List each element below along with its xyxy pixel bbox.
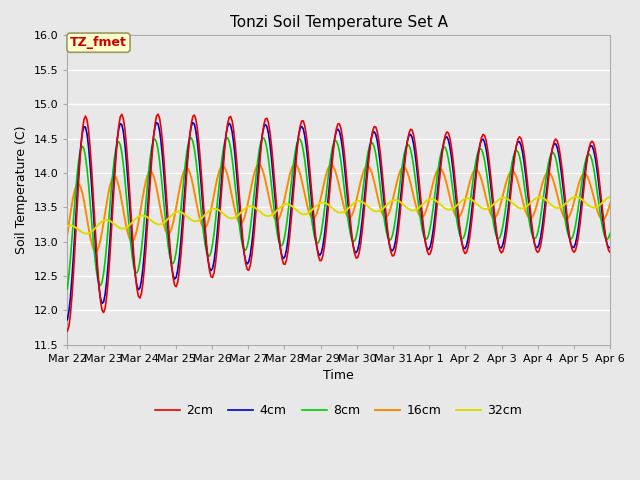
2cm: [254, 183, 262, 189]
2cm: [606, 249, 614, 255]
4cm: [63, 317, 71, 323]
16cm: [245, 196, 253, 202]
16cm: [63, 232, 71, 238]
32cm: [606, 194, 614, 200]
8cm: [63, 286, 71, 292]
8cm: [227, 145, 234, 151]
2cm: [245, 267, 253, 273]
8cm: [245, 236, 253, 242]
Title: Tonzi Soil Temperature Set A: Tonzi Soil Temperature Set A: [230, 15, 448, 30]
8cm: [130, 264, 138, 270]
32cm: [245, 204, 253, 209]
8cm: [606, 230, 614, 236]
32cm: [83, 231, 91, 237]
16cm: [606, 201, 614, 206]
4cm: [153, 120, 161, 125]
32cm: [227, 216, 234, 221]
2cm: [227, 114, 234, 120]
8cm: [577, 182, 585, 188]
8cm: [302, 169, 310, 175]
32cm: [577, 196, 585, 202]
2cm: [302, 132, 310, 137]
2cm: [130, 253, 138, 259]
8cm: [224, 135, 232, 141]
16cm: [92, 249, 100, 254]
Text: TZ_fmet: TZ_fmet: [70, 36, 127, 49]
4cm: [606, 244, 614, 250]
8cm: [254, 157, 262, 163]
16cm: [579, 171, 587, 177]
Line: 4cm: 4cm: [67, 122, 610, 320]
4cm: [302, 143, 310, 149]
4cm: [254, 174, 262, 180]
32cm: [254, 207, 262, 213]
Line: 2cm: 2cm: [67, 114, 610, 331]
Legend: 2cm, 4cm, 8cm, 16cm, 32cm: 2cm, 4cm, 8cm, 16cm, 32cm: [150, 399, 527, 422]
16cm: [304, 205, 312, 211]
2cm: [63, 328, 71, 334]
16cm: [254, 162, 262, 168]
Line: 32cm: 32cm: [67, 197, 610, 234]
2cm: [577, 209, 585, 215]
2cm: [154, 111, 162, 117]
16cm: [292, 161, 300, 167]
16cm: [227, 187, 234, 192]
32cm: [132, 216, 140, 222]
4cm: [577, 200, 585, 206]
Line: 8cm: 8cm: [67, 138, 610, 289]
4cm: [245, 259, 253, 264]
X-axis label: Time: Time: [323, 370, 354, 383]
32cm: [63, 223, 71, 229]
Line: 16cm: 16cm: [67, 164, 610, 252]
4cm: [130, 259, 138, 265]
4cm: [227, 122, 234, 128]
32cm: [302, 211, 310, 217]
Y-axis label: Soil Temperature (C): Soil Temperature (C): [15, 126, 28, 254]
16cm: [132, 233, 140, 239]
